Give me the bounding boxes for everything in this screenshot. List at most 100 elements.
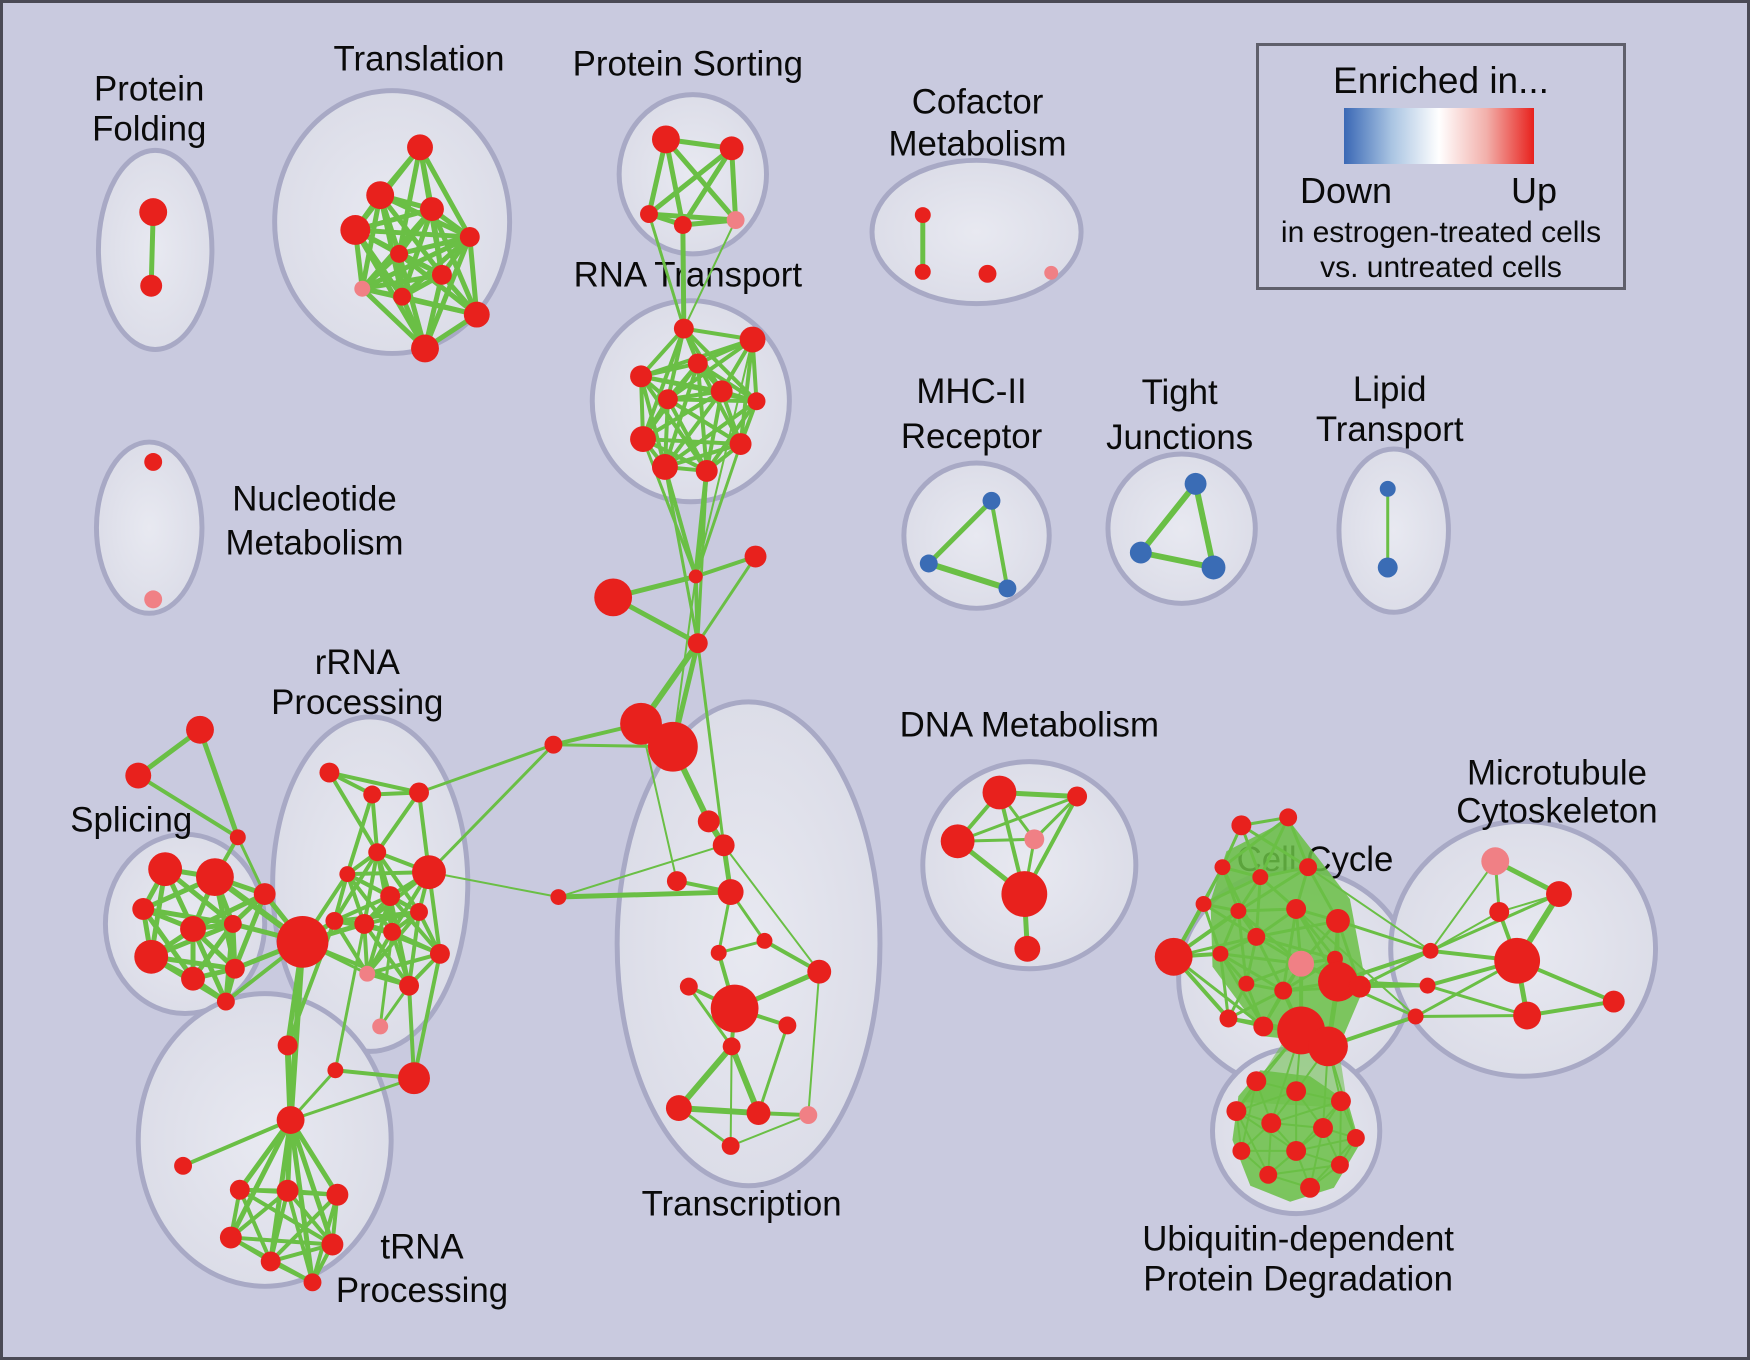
cluster-labels: Protein Folding Translation Protein Sorting… — [70, 40, 1657, 1311]
node-sp3 — [132, 898, 155, 920]
node-rt9 — [729, 433, 752, 455]
node-tr11 — [411, 334, 439, 363]
edge-cc12-cc16 — [1218, 952, 1230, 1020]
node-sp8 — [224, 958, 245, 979]
edge-sp4-sp10 — [190, 891, 268, 932]
node-rt7 — [747, 392, 766, 411]
node-cf4 — [1044, 265, 1059, 280]
edge-rr10-rr12 — [407, 909, 422, 988]
node-sp5 — [134, 939, 169, 974]
node-sp2 — [196, 858, 234, 897]
edge-mh1-mh2 — [926, 498, 994, 567]
node-tr8 — [354, 280, 371, 297]
edge-rt4-rt11 — [639, 374, 709, 473]
edge-cc5-mc1 — [1307, 866, 1432, 952]
edge-tb-th — [722, 844, 821, 973]
node-sp7 — [181, 966, 205, 991]
node-rr2 — [363, 785, 382, 804]
edge-tj_-tl — [728, 1043, 762, 1117]
node-ub6 — [1313, 1118, 1333, 1138]
cluster-label-splicing: Splicing — [70, 800, 192, 839]
node-cc13 — [1238, 975, 1255, 992]
edge-rr10-rr13 — [365, 909, 422, 976]
node-c2 — [744, 545, 767, 568]
edge-tnh-tn3 — [288, 1117, 340, 1198]
edge-md3-rr11 — [412, 951, 442, 1081]
node-th — [807, 959, 832, 984]
node-tn3 — [326, 1183, 349, 1206]
node-mc2 — [1419, 977, 1436, 994]
edge-md3-tnh — [289, 1076, 416, 1122]
edge-ti-tl — [757, 1023, 789, 1115]
cluster-label-translation: Translation — [334, 40, 505, 79]
cluster-label-rrna-processing: rRNA Processing — [271, 643, 443, 722]
edge-rt1-rt8 — [641, 326, 686, 442]
node-rt1 — [673, 318, 694, 339]
cluster-label-mhc-ii-receptor: MHC-II Receptor — [901, 372, 1043, 456]
node-rr1 — [319, 762, 340, 783]
node-cc12 — [1212, 945, 1229, 962]
node-tr7 — [431, 264, 452, 285]
edge-rr2-rr5 — [345, 792, 375, 877]
node-cf3 — [978, 264, 997, 283]
edge-cc9-mc1 — [1336, 919, 1433, 953]
node-rr4 — [368, 843, 387, 862]
edge-tr8-tr11 — [359, 286, 428, 351]
edge-cc8-cc14 — [1281, 907, 1298, 993]
edge-tri2-tri3 — [136, 773, 240, 840]
node-ps3 — [640, 205, 658, 224]
node-md4 — [372, 1018, 389, 1035]
node-tr3 — [420, 197, 444, 222]
cluster-ellipse-mhc-ii-receptor — [901, 460, 1052, 611]
node-lp2 — [1377, 557, 1398, 578]
node-rt2 — [739, 326, 766, 353]
cluster-ellipse-nucleotide-metabolism — [93, 439, 205, 616]
edge-hub1-tc — [640, 722, 678, 883]
edge-rr2-rr4 — [370, 792, 380, 855]
edge-tj_-tn_ — [729, 1045, 733, 1147]
node-ps4 — [673, 216, 692, 234]
node-dm2 — [1067, 786, 1088, 807]
cluster-label-microtubule-cytoskeleton: Microtubule Cytoskeleton — [1456, 754, 1657, 831]
node-tn2 — [276, 1179, 299, 1202]
node-cc14 — [1274, 981, 1293, 1000]
node-mt5 — [1513, 1001, 1542, 1030]
node-cc2 — [1279, 808, 1298, 827]
edge-tnh-tn7 — [288, 1117, 315, 1285]
node-td — [717, 879, 744, 906]
edge-mc2-mt5 — [1426, 984, 1529, 1018]
node-rr13 — [359, 965, 376, 982]
node-tn1 — [229, 1179, 250, 1200]
node-cc19 — [1348, 975, 1371, 998]
node-tn6 — [260, 1251, 281, 1272]
edge-cc4-cc6 — [1202, 875, 1262, 906]
edge-ub3-ub5 — [1270, 1100, 1342, 1125]
nodes — [125, 125, 1625, 1292]
node-ps2 — [719, 136, 744, 161]
edge-cc6-cc10 — [1202, 902, 1258, 939]
node-dm1 — [982, 775, 1017, 810]
edge-ps2-ps3 — [646, 145, 735, 217]
node-rr11 — [429, 943, 450, 964]
node-tr4 — [340, 215, 371, 245]
node-tm — [799, 1106, 818, 1125]
edge-tr2-tr8 — [359, 192, 383, 292]
node-ub7 — [1346, 1129, 1365, 1147]
cluster-ellipse-protein-folding — [95, 147, 215, 352]
edge-mt5-mt4 — [1525, 999, 1616, 1018]
edge-mc1-mt3 — [1429, 910, 1501, 952]
edge-sp8-sp10 — [232, 891, 268, 972]
node-ub9 — [1286, 1140, 1307, 1161]
node-rr8 — [383, 922, 402, 941]
node-cc16 — [1219, 1009, 1238, 1028]
edge-rr9-rr12 — [388, 894, 412, 988]
node-ub3 — [1330, 1091, 1351, 1112]
cluster-label-nucleotide-metabolism: Nucleotide Metabolism — [225, 480, 403, 563]
node-rr12 — [399, 975, 420, 996]
node-mtp — [1481, 847, 1510, 876]
node-tj_ — [722, 1037, 741, 1056]
node-tcon — [550, 889, 567, 906]
node-cc4 — [1252, 869, 1269, 886]
node-pf2 — [140, 274, 163, 297]
edge-c4-tb — [696, 641, 726, 847]
